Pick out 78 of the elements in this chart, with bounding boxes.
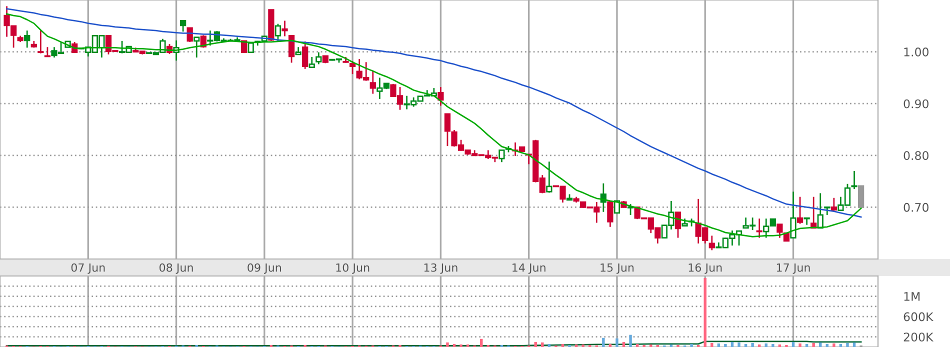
candlestick: [830, 197, 837, 210]
bar: [717, 343, 720, 347]
y-tick-label: 200K: [904, 332, 934, 342]
candlestick: [796, 196, 804, 224]
candlestick: [790, 190, 796, 238]
candlestick: [38, 30, 44, 54]
y-tick-label: 0.90: [904, 99, 928, 108]
candlestick: [444, 113, 451, 147]
bar: [744, 344, 748, 347]
bar: [724, 344, 727, 347]
x-tick-label: 17 Jun: [776, 264, 810, 274]
candlestick: [370, 70, 376, 94]
x-tick-label: 15 Jun: [600, 264, 634, 274]
bar: [452, 344, 456, 347]
candlestick: [24, 30, 30, 48]
bar: [772, 344, 774, 347]
bar: [792, 342, 795, 347]
candlestick: [627, 203, 634, 216]
bar: [602, 338, 605, 347]
candlestick: [756, 218, 762, 238]
bar: [616, 338, 618, 347]
x-tick-label: 08 Jun: [159, 263, 193, 274]
bar: [460, 344, 462, 347]
candlestick: [194, 36, 200, 58]
bar: [548, 344, 551, 347]
bar: [636, 344, 639, 347]
y-tick-label: 600K: [904, 312, 934, 322]
candlestick: [708, 234, 715, 251]
candlestick: [44, 46, 51, 58]
bar: [446, 342, 449, 347]
bar: [561, 344, 564, 347]
x-tick-label: 14 Jun: [512, 264, 546, 274]
bar: [805, 344, 808, 347]
bar: [622, 342, 626, 347]
candlestick: [316, 52, 322, 65]
bar: [852, 342, 856, 347]
y-tick-label: 1.00: [904, 48, 928, 56]
x-tick-label: 07 Jun: [71, 263, 105, 274]
candlestick: [308, 56, 315, 68]
candlestick: [282, 20, 288, 37]
candlestick: [302, 40, 308, 70]
candlestick: [186, 27, 193, 43]
candlestick: [274, 23, 282, 42]
candlestick: [288, 35, 295, 64]
bar: [764, 343, 768, 347]
bar: [812, 342, 815, 347]
x-tick-label: 09 Jun: [248, 263, 281, 274]
bar: [846, 342, 849, 347]
bar: [690, 344, 693, 347]
bar: [541, 342, 544, 347]
x-tick-label: 16 Jun: [688, 263, 722, 274]
bar: [751, 342, 754, 347]
bar: [710, 342, 714, 347]
candlestick: [674, 212, 682, 238]
y-tick-label: 0.80: [904, 151, 928, 160]
x-tick-label: 13 Jun: [424, 263, 458, 274]
bar: [730, 342, 734, 347]
bar: [608, 344, 612, 347]
candlestick: [546, 160, 552, 194]
bar: [582, 344, 584, 347]
candlestick: [607, 201, 614, 228]
y-tick-label: 1M: [904, 292, 920, 301]
candlestick: [438, 86, 444, 106]
bar: [798, 343, 802, 347]
candlestick: [349, 60, 356, 75]
candlestick: [180, 20, 186, 32]
bar: [819, 342, 822, 347]
bar: [839, 344, 842, 347]
bar: [826, 344, 829, 347]
bar: [534, 342, 537, 347]
bar: [832, 343, 836, 347]
x-tick-label: 10 Jun: [336, 263, 370, 274]
candlestick: [851, 170, 858, 190]
bar: [480, 338, 483, 347]
bar: [629, 334, 632, 347]
bar: [738, 342, 740, 347]
candlestick: [858, 185, 864, 208]
y-tick-label: 0.70: [904, 202, 928, 212]
